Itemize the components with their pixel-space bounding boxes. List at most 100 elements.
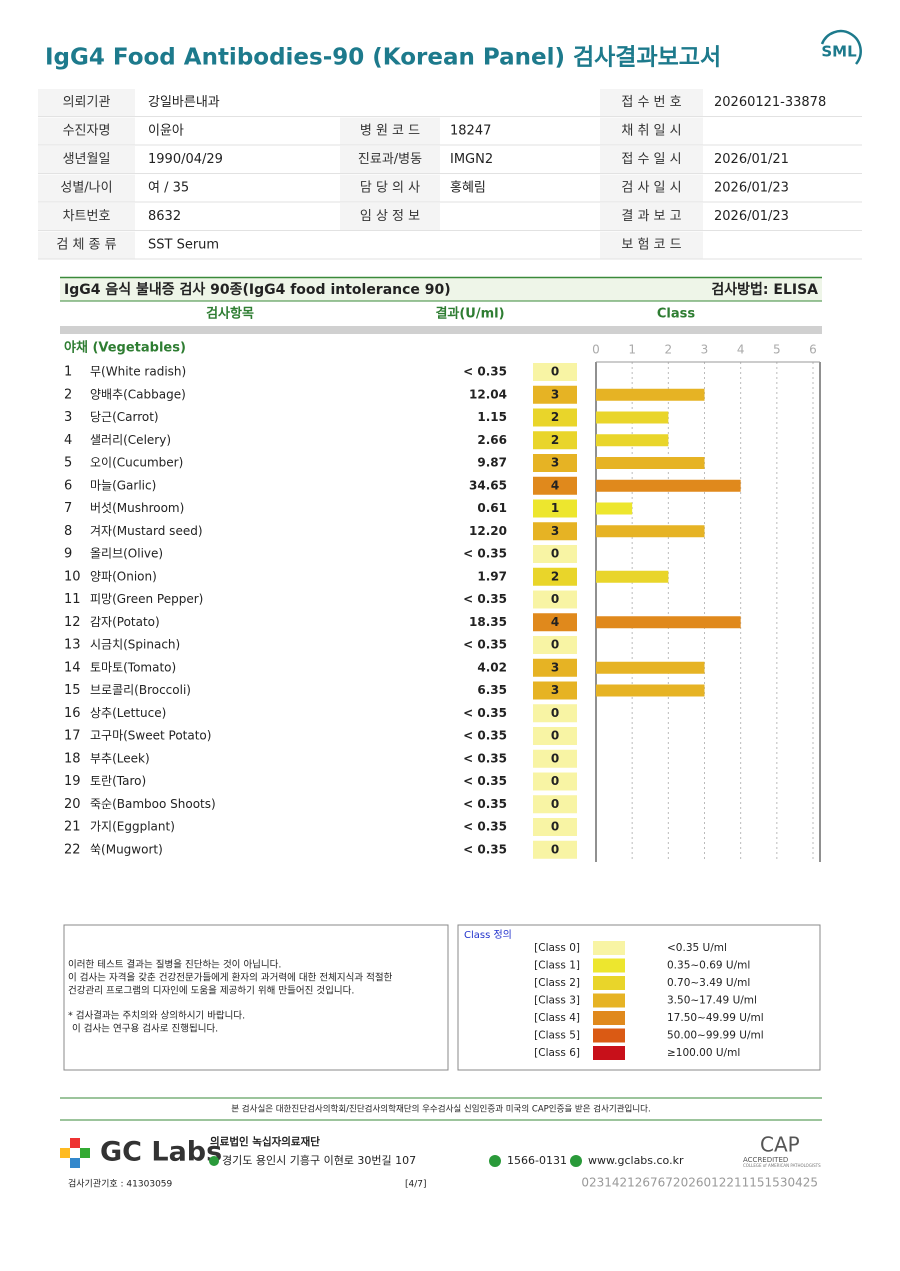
class-value: 0: [551, 751, 559, 765]
class-value: 0: [551, 842, 559, 856]
info-value: 홍혜림: [450, 181, 486, 196]
item-number: 13: [64, 638, 81, 653]
logo-piece: [60, 1148, 70, 1158]
info-label: 병 원 코 드: [360, 124, 420, 139]
class-tick-label: 0: [592, 343, 600, 357]
item-name: 부추(Leek): [90, 751, 150, 765]
item-result: < 0.35: [463, 842, 507, 856]
legend-range: 0.70~3.49 U/ml: [667, 977, 750, 989]
class-value: 2: [551, 569, 559, 583]
institution-code: 검사기관기호 : 41303059: [68, 1178, 173, 1190]
class-box: [533, 408, 577, 427]
bar: [596, 502, 633, 515]
logo-piece: [70, 1158, 80, 1168]
class-value: 0: [551, 365, 559, 379]
class-value: 0: [551, 774, 559, 788]
item-result: 34.65: [469, 478, 507, 492]
info-value: 이윤아: [148, 124, 184, 139]
legend-label: [Class 2]: [534, 977, 580, 989]
item-number: 6: [64, 478, 72, 493]
label-cell: [38, 89, 135, 116]
class-box: [533, 727, 577, 745]
section-title: IgG4 음식 불내증 검사 90종(IgG4 food intolerance…: [64, 281, 451, 298]
item-number: 3: [64, 410, 72, 425]
logo-piece: [70, 1138, 80, 1148]
item-result: 6.35: [477, 683, 507, 697]
legend-swatch: [593, 958, 625, 973]
legend-range: 50.00~99.99 U/ml: [667, 1030, 764, 1042]
label-cell: [38, 174, 135, 202]
class-value: 0: [551, 729, 559, 743]
label-cell: [38, 117, 135, 145]
item-number: 17: [64, 729, 81, 744]
info-value: 여 / 35: [148, 181, 189, 196]
class-box: [533, 590, 577, 609]
item-result: < 0.35: [463, 706, 507, 720]
class-value: 2: [551, 410, 559, 424]
note-line: 이 검사는 연구용 검사로 진행됩니다.: [72, 1023, 218, 1035]
info-label: 검 체 종 류: [56, 238, 116, 253]
class-value: 1: [551, 501, 559, 515]
class-value: 0: [551, 706, 559, 720]
info-value: 18247: [450, 124, 491, 139]
info-value: 2026/01/23: [714, 209, 789, 224]
class-box: [533, 818, 577, 836]
item-name: 피망(Green Pepper): [90, 592, 203, 606]
column-header: Class: [657, 307, 696, 322]
item-number: 4: [64, 433, 72, 448]
class-value: 0: [551, 547, 559, 561]
item-name: 브로콜리(Broccoli): [90, 683, 191, 697]
item-number: 11: [64, 592, 81, 607]
brand: GC Labs: [100, 1137, 222, 1168]
legend-swatch: [593, 941, 625, 955]
item-number: 10: [64, 569, 81, 584]
legend-label: [Class 5]: [534, 1030, 580, 1042]
logo-arc: [820, 29, 862, 65]
bar: [596, 684, 705, 697]
item-number: 9: [64, 547, 72, 562]
header-bar: [60, 326, 822, 334]
label-cell: [340, 146, 440, 173]
legend-box: [457, 924, 821, 1071]
class-box: [533, 704, 577, 723]
item-name: 토란(Taro): [90, 774, 146, 788]
class-tick-label: 1: [628, 343, 636, 357]
item-name: 샐러리(Celery): [90, 433, 171, 447]
legend-range: 17.50~49.99 U/ml: [667, 1012, 764, 1024]
label-cell: [38, 231, 135, 259]
class-tick-label: 6: [809, 343, 817, 357]
bar: [596, 388, 705, 401]
class-tick-label: 3: [701, 343, 709, 357]
test-method: 검사방법: ELISA: [711, 281, 818, 298]
class-box: [533, 658, 577, 677]
foundation: 의료법인 녹십자의료재단: [210, 1135, 320, 1148]
page-number: [4/7]: [405, 1180, 427, 1190]
info-value: 강일바른내과: [148, 95, 220, 110]
class-box: [533, 454, 577, 472]
item-name: 마늘(Garlic): [90, 478, 156, 492]
item-result: < 0.35: [463, 592, 507, 606]
legend-range: 0.35~0.69 U/ml: [667, 960, 750, 972]
item-result: < 0.35: [463, 774, 507, 788]
legend-range: ≥100.00 U/ml: [667, 1047, 740, 1059]
info-label: 보 험 코 드: [621, 238, 681, 253]
label-cell: [600, 89, 703, 116]
info-label: 접 수 번 호: [621, 95, 681, 110]
legend-range: <0.35 U/ml: [667, 942, 727, 954]
info-label: 임 상 정 보: [360, 209, 420, 224]
label-cell: [600, 174, 703, 202]
label-cell: [600, 203, 703, 230]
item-name: 감자(Potato): [90, 615, 160, 629]
class-value: 3: [551, 387, 559, 401]
item-result: 9.87: [477, 456, 507, 470]
legend-label: [Class 4]: [534, 1012, 580, 1024]
info-label: 담 당 의 사: [360, 181, 420, 196]
class-value: 3: [551, 456, 559, 470]
phone-icon: [489, 1155, 501, 1167]
info-label: 수진자명: [63, 124, 111, 139]
item-result: < 0.35: [463, 365, 507, 379]
legend-title: Class 정의: [464, 929, 512, 941]
class-value: 0: [551, 592, 559, 606]
class-tick-label: 5: [773, 343, 781, 357]
